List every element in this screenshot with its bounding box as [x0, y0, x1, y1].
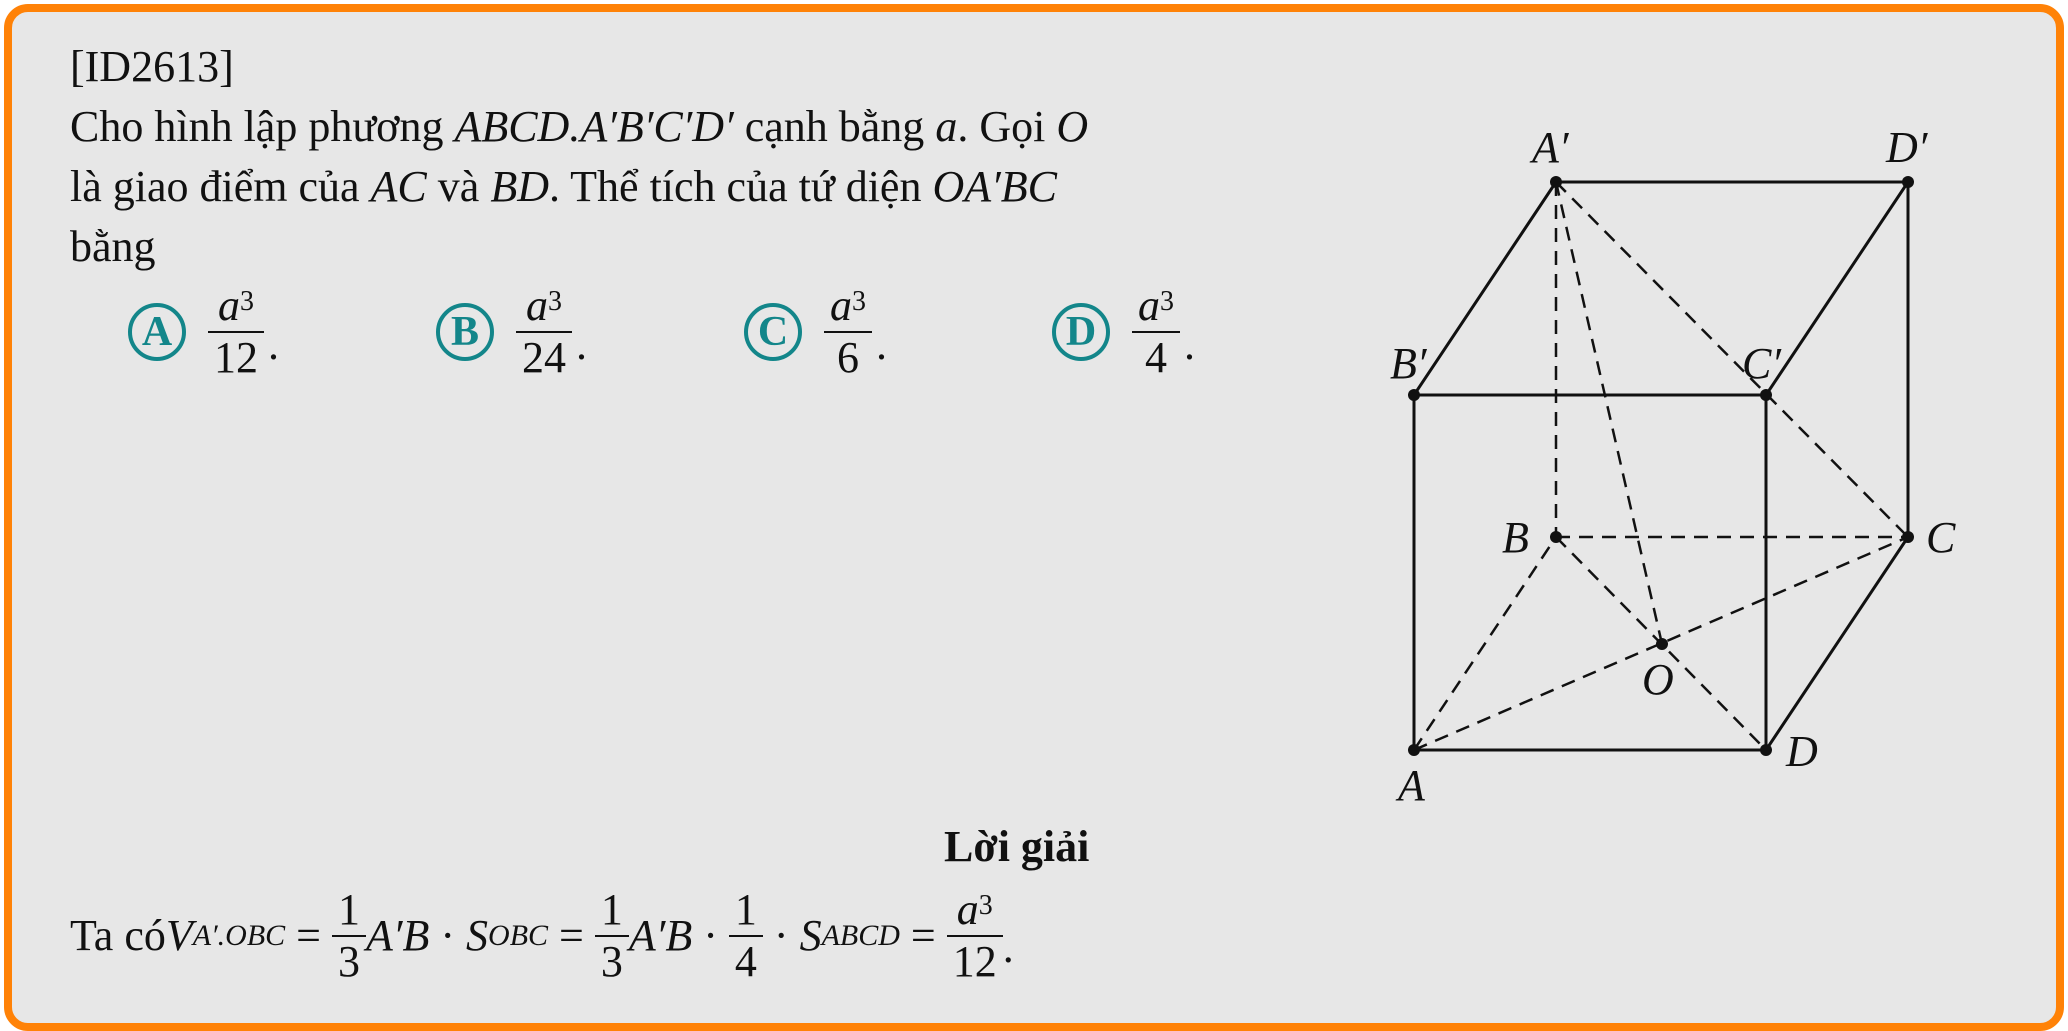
label-dprime: D′ [1885, 123, 1929, 172]
problem-line-2: là giao điểm của AC và BD. Thể tích của … [70, 162, 1057, 211]
edge-dprime-cprime [1764, 181, 1910, 396]
option-a-fraction: a3 12 [208, 281, 264, 383]
vertex-b [1550, 531, 1562, 543]
question-card [4, 4, 2064, 1031]
label-o: O [1642, 655, 1674, 704]
vertex-c [1902, 531, 1914, 543]
seg-aprime-c [1555, 181, 1909, 538]
edge-c-d [1764, 536, 1910, 751]
diag-a-c [1413, 535, 1909, 752]
option-a-badge: A [128, 303, 186, 361]
problem-line-1: Cho hình lập phương ABCD.A′B′C′D′ cạnh b… [70, 102, 1089, 151]
option-b[interactable]: B a3 24. [436, 272, 587, 392]
label-bprime: B′ [1390, 339, 1428, 388]
vertex-aprime [1550, 176, 1562, 188]
label-c: C [1926, 513, 1956, 562]
option-a[interactable]: A a3 12. [128, 272, 279, 392]
problem-id: [ID2613] [70, 42, 234, 91]
option-b-badge: B [436, 303, 494, 361]
option-c[interactable]: C a3 6. [744, 272, 887, 392]
solution-heading: Lời giải [944, 822, 1090, 871]
vertex-o [1656, 638, 1668, 650]
label-b: B [1502, 513, 1529, 562]
vertex-cprime [1760, 389, 1772, 401]
seg-aprime-o [1554, 181, 1664, 645]
option-d-fraction: a3 4 [1132, 281, 1180, 383]
label-a: A [1395, 761, 1426, 810]
vertex-a [1408, 744, 1420, 756]
label-cprime: C′ [1742, 339, 1782, 388]
edge-aprime-bprime [1412, 181, 1558, 396]
option-c-fraction: a3 6 [824, 281, 872, 383]
label-aprime: A′ [1529, 123, 1570, 172]
vertex-d [1760, 744, 1772, 756]
option-d[interactable]: D a3 4. [1052, 272, 1195, 392]
option-d-badge: D [1052, 303, 1110, 361]
vertex-dprime [1902, 176, 1914, 188]
vertex-bprime [1408, 389, 1420, 401]
label-d: D [1785, 727, 1818, 776]
option-b-fraction: a3 24 [516, 281, 572, 383]
problem-line-3: bằng [70, 222, 156, 271]
option-c-badge: C [744, 303, 802, 361]
edge-a-b [1412, 536, 1558, 751]
